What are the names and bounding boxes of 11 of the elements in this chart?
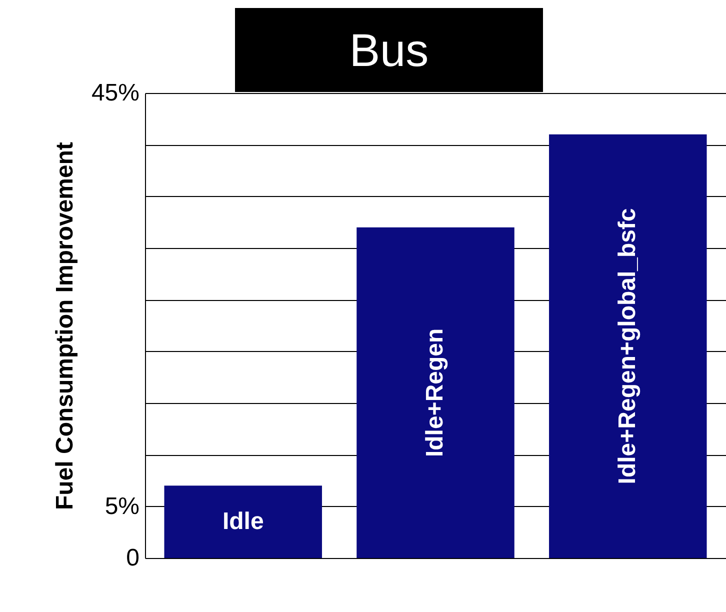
y-tick-label: 5% bbox=[104, 492, 140, 520]
bar bbox=[164, 486, 322, 558]
x-tick-label: Idle bbox=[222, 508, 264, 535]
x-tick-label: Idle+Regen+global_bsfc bbox=[614, 208, 641, 484]
y-tick-label: 45% bbox=[91, 80, 140, 106]
x-tick-label: Idle+Regen bbox=[422, 328, 448, 458]
bar bbox=[356, 227, 514, 558]
bar bbox=[549, 134, 707, 558]
y-axis-title: Fuel Consumption Improvement bbox=[51, 142, 78, 510]
chart-title: Bus bbox=[235, 8, 543, 92]
y-tick-label: 0 bbox=[126, 544, 140, 572]
